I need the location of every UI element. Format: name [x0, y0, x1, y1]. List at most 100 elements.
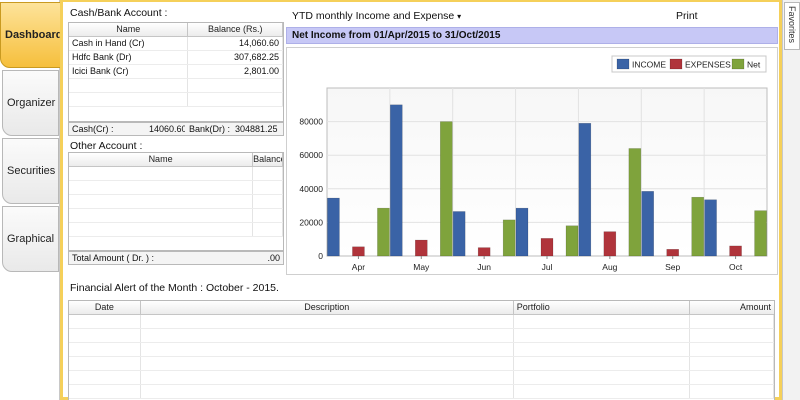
account-name: Hdfc Bank (Dr) — [69, 51, 189, 64]
account-balance: 307,682.25 — [188, 51, 283, 64]
bar-income-sep — [641, 191, 654, 257]
cash-summary-value: 14060.60 — [149, 124, 185, 134]
bar-net-may — [440, 121, 453, 257]
col-portfolio-header[interactable]: Portfolio — [514, 301, 691, 314]
x-tick-label: May — [413, 262, 430, 272]
col-name-header[interactable]: Name — [69, 153, 254, 166]
bar-income-apr — [327, 197, 340, 257]
favorites-tab[interactable]: Favorites — [784, 2, 800, 50]
tab-dashboard[interactable]: Dashboard — [0, 2, 63, 68]
cash-bank-grid[interactable]: Name Balance (Rs.) Cash in Hand (Cr) 14,… — [68, 22, 284, 122]
table-row — [69, 181, 283, 195]
table-row[interactable]: Cash in Hand (Cr) 14,060.60 — [69, 37, 283, 51]
bar-income-jul — [515, 207, 529, 257]
bar-income-oct — [704, 199, 717, 257]
financial-alert-header: Date Description Portfolio Amount — [69, 301, 774, 315]
financial-alert-grid[interactable]: Date Description Portfolio Amount — [68, 300, 775, 400]
cash-summary-label: Cash(Cr) : — [72, 124, 114, 134]
tab-graphical[interactable]: Graphical — [2, 206, 59, 272]
legend-box — [611, 55, 767, 73]
tab-organizer[interactable]: Organizer — [2, 70, 59, 136]
legend-label: INCOME — [632, 60, 666, 70]
table-row — [69, 371, 774, 385]
table-row — [69, 93, 283, 107]
financial-alert-title: Financial Alert of the Month : October -… — [70, 282, 279, 294]
y-tick-label: 40000 — [299, 184, 323, 194]
bar-net-jun — [502, 219, 516, 257]
bar-income-jun — [452, 211, 466, 257]
bar-net-sep — [691, 196, 704, 257]
table-row — [69, 385, 774, 399]
bar-expenses-jul — [540, 238, 554, 257]
chart-title: YTD monthly Income and Expense — [292, 10, 455, 22]
cash-bank-title: Cash/Bank Account : — [70, 7, 168, 19]
chevron-down-icon: ▾ — [457, 12, 462, 21]
favorites-tab-label: Favorites — [787, 6, 797, 44]
legend-swatch — [669, 58, 683, 70]
legend-swatch — [616, 58, 630, 70]
table-row — [69, 357, 774, 371]
legend-swatch — [731, 58, 745, 70]
y-tick-label: 80000 — [299, 117, 323, 127]
bar-net-jul — [565, 225, 579, 257]
left-tab-strip: Dashboard Organizer Securities Graphical — [0, 0, 63, 400]
bar-net-oct — [754, 210, 767, 257]
other-account-grid[interactable]: Name Balance ( — [68, 152, 284, 251]
x-tick-label: Sep — [665, 262, 680, 272]
col-balance-header[interactable]: Balance ( — [253, 153, 283, 166]
col-amount-header[interactable]: Amount — [739, 302, 771, 312]
tab-securities-label: Securities — [7, 165, 56, 177]
table-row[interactable]: Icici Bank (Cr) 2,801.00 — [69, 65, 283, 79]
col-date-header[interactable]: Date — [69, 301, 141, 314]
table-row — [69, 195, 283, 209]
legend-label: EXPENSES — [685, 60, 731, 70]
x-tick-label: Apr — [352, 262, 365, 272]
cash-bank-summary: Cash(Cr) : 14060.60 Bank(Dr) : 304881.25 — [68, 122, 284, 136]
x-tick-label: Oct — [729, 262, 743, 272]
bar-expenses-may — [415, 239, 428, 257]
bar-expenses-jun — [477, 247, 491, 257]
bank-summary-label: Bank(Dr) : — [189, 124, 231, 134]
x-tick-label: Jul — [542, 262, 553, 272]
col-name-header[interactable]: Name — [69, 23, 189, 36]
table-row — [69, 223, 283, 237]
x-tick-label: Jun — [477, 262, 491, 272]
net-income-bar: Net Income from 01/Apr/2015 to 31/Oct/20… — [286, 27, 778, 44]
col-description-header[interactable]: Description — [141, 301, 514, 314]
tab-organizer-label: Organizer — [7, 97, 56, 109]
print-button[interactable]: Print — [676, 10, 698, 22]
bank-summary-value: 304881.25 — [235, 124, 278, 134]
tab-securities[interactable]: Securities — [2, 138, 59, 204]
account-name: Icici Bank (Cr) — [69, 65, 189, 78]
col-balance-header[interactable]: Balance (Rs.) — [188, 23, 283, 36]
tab-dashboard-label: Dashboard — [5, 29, 63, 41]
account-balance: 14,060.60 — [188, 37, 283, 50]
table-row — [69, 343, 774, 357]
table-row — [69, 79, 283, 93]
chart-svg: 0 20000 40000 60000 80000 Apr May Jun Jul Aug Sep… — [299, 55, 768, 272]
income-expense-chart: 0 20000 40000 60000 80000 Apr May Jun Jul Aug Sep… — [286, 47, 778, 275]
y-tick-label: 0 — [318, 251, 323, 261]
total-amount-label: Total Amount ( Dr. ) : — [72, 253, 155, 263]
table-row — [69, 315, 774, 329]
bar-income-aug — [578, 123, 592, 257]
bar-expenses-oct — [729, 245, 742, 257]
account-balance: 2,801.00 — [188, 65, 283, 78]
bar-net-apr — [377, 207, 390, 257]
account-name: Cash in Hand (Cr) — [69, 37, 189, 50]
favorites-strip: Favorites — [782, 0, 800, 400]
cash-bank-header: Name Balance (Rs.) — [69, 23, 283, 37]
total-amount-value: .00 — [267, 253, 280, 263]
chart-selector[interactable]: YTD monthly Income and Expense ▾ — [292, 10, 461, 22]
y-tick-label: 20000 — [299, 217, 323, 227]
y-tick-label: 60000 — [299, 150, 323, 160]
table-row — [69, 167, 283, 181]
bar-net-aug — [628, 148, 642, 257]
bar-expenses-sep — [666, 249, 679, 257]
table-row[interactable]: Hdfc Bank (Dr) 307,682.25 — [69, 51, 283, 65]
other-account-title: Other Account : — [70, 140, 143, 152]
tab-graphical-label: Graphical — [7, 233, 55, 245]
table-row — [69, 329, 774, 343]
bar-expenses-aug — [603, 231, 617, 257]
table-row — [69, 209, 283, 223]
